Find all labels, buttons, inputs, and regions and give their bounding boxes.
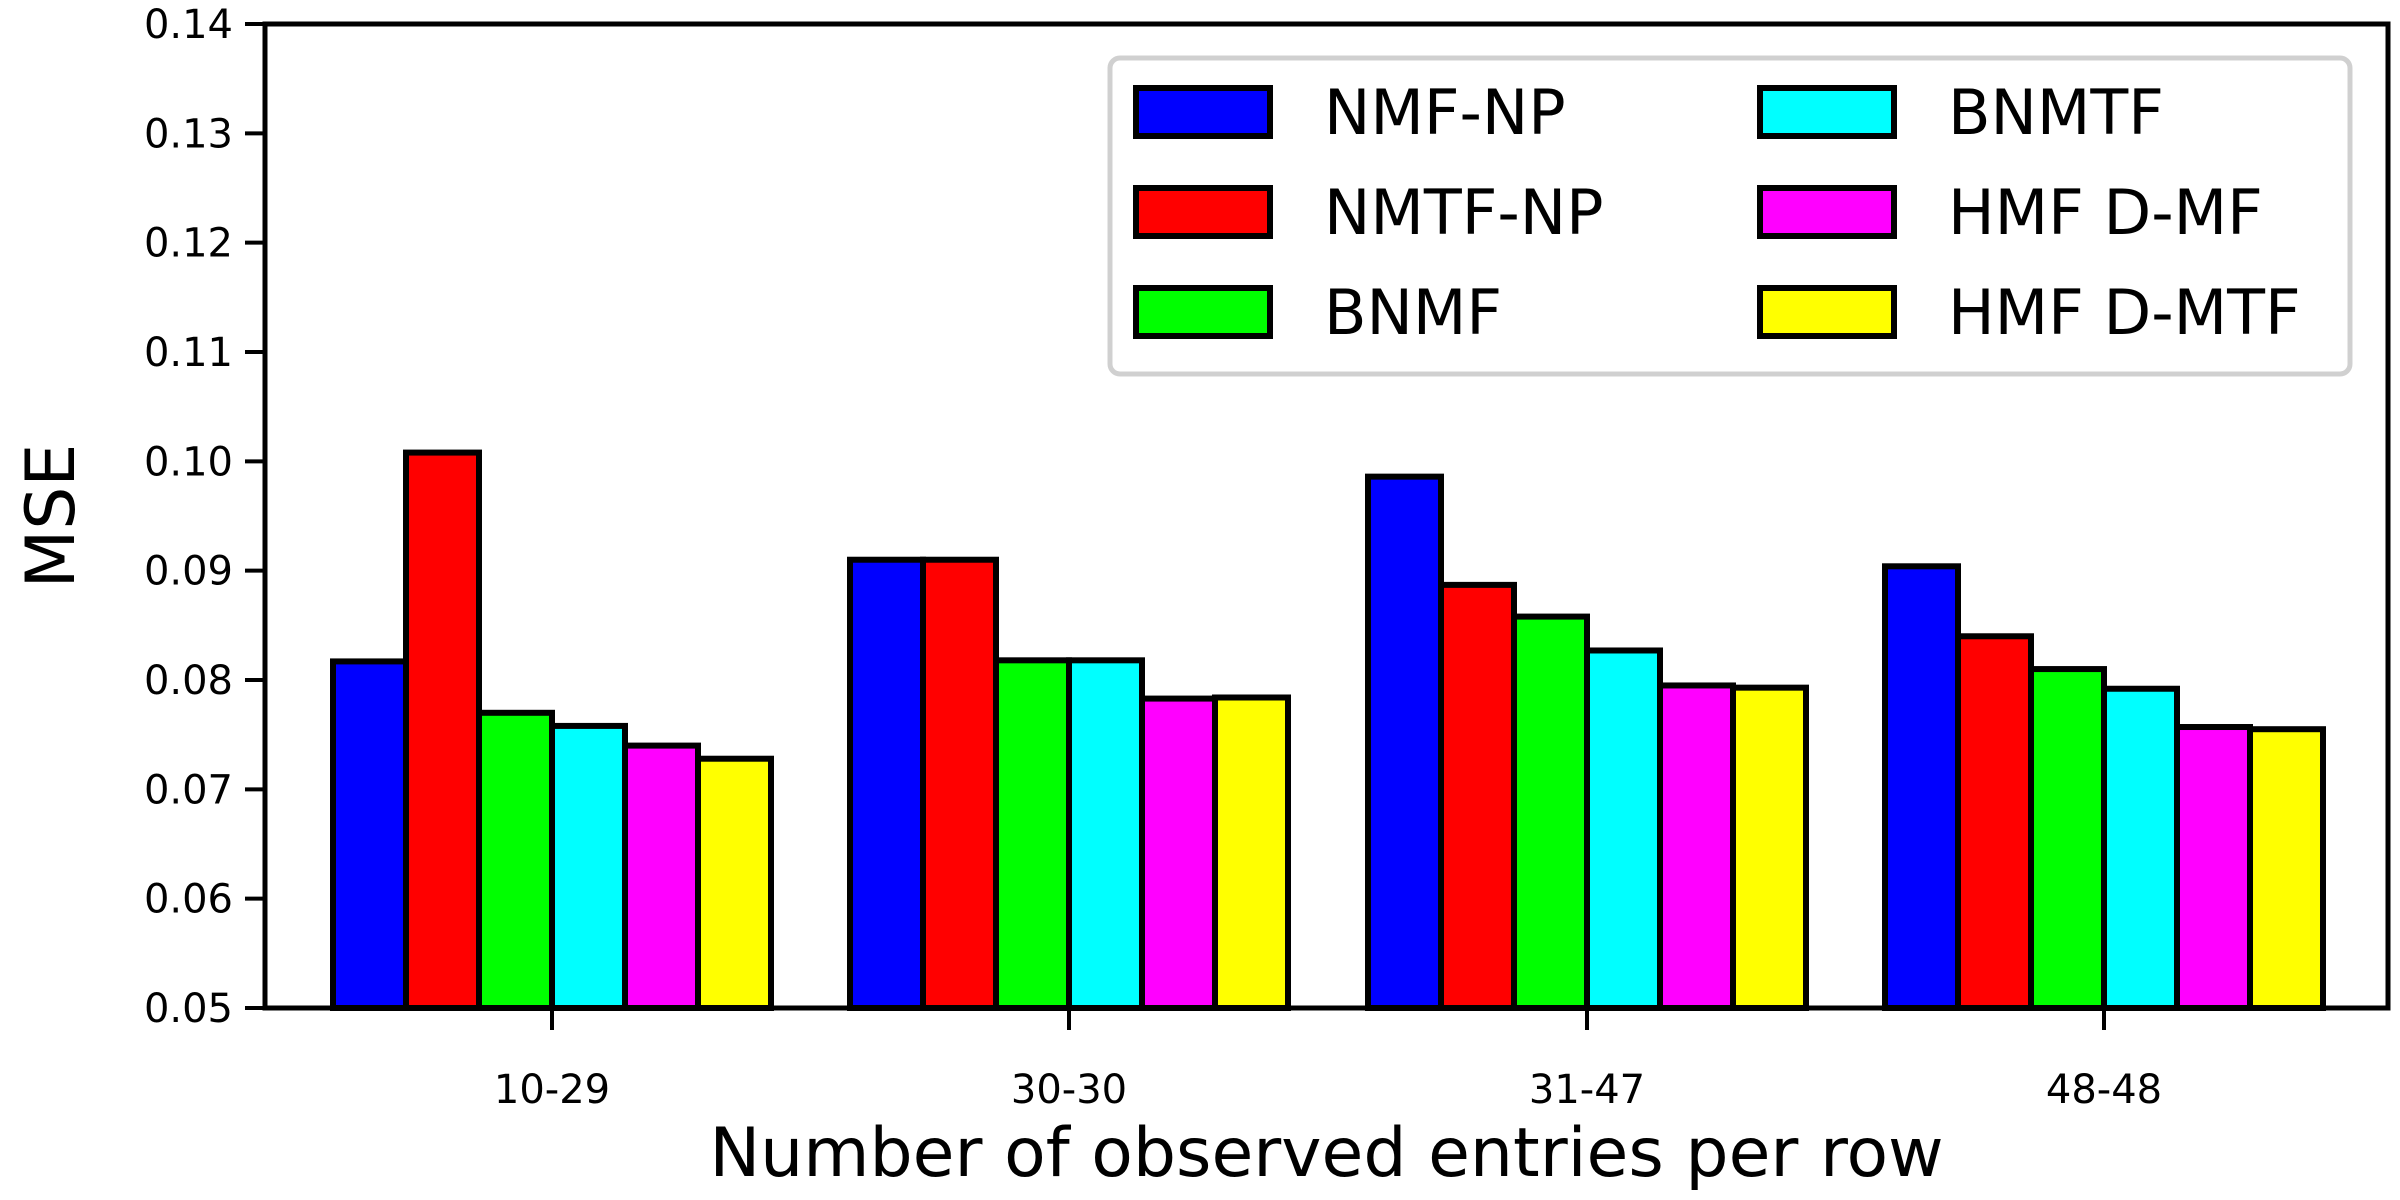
y-tick-label: 0.11 <box>144 330 233 376</box>
y-tick-label: 0.09 <box>144 549 233 595</box>
bar-bnmtf-48-48 <box>2101 685 2180 1011</box>
y-tick-label: 0.10 <box>144 439 233 485</box>
bar-hmf-d-mf-31-47 <box>1657 682 1736 1011</box>
x-tick-label: 31-47 <box>1529 1067 1645 1113</box>
legend-swatch-bnmtf <box>1757 85 1897 139</box>
legend-label: NMF-NP <box>1324 76 1566 149</box>
legend-label: HMF D-MTF <box>1948 276 2301 349</box>
y-tick-label: 0.07 <box>144 767 233 813</box>
y-tick-label: 0.06 <box>144 877 233 923</box>
y-tick-label: 0.05 <box>144 986 233 1032</box>
y-tick-label: 0.12 <box>144 221 233 267</box>
bar-hmf-d-mtf-31-47 <box>1730 684 1809 1011</box>
legend-swatch-nmtf-np <box>1133 185 1273 239</box>
y-axis-title: MSE <box>12 444 91 589</box>
x-tick-label: 48-48 <box>2046 1067 2162 1113</box>
x-axis-title: Number of observed entries per row <box>709 1114 1943 1193</box>
y-tick-label: 0.08 <box>144 658 233 704</box>
legend-swatch-hmf-d-mf <box>1757 185 1897 239</box>
bar-hmf-d-mf-48-48 <box>2174 724 2253 1011</box>
bar-bnmtf-10-29 <box>549 722 628 1011</box>
bar-hmf-d-mtf-48-48 <box>2247 726 2326 1011</box>
bar-nmtf-np-10-29 <box>403 449 482 1011</box>
bar-bnmf-31-47 <box>1511 613 1590 1011</box>
legend-label: HMF D-MF <box>1948 176 2263 249</box>
legend-label: NMTF-NP <box>1324 176 1604 249</box>
bar-hmf-d-mtf-10-29 <box>695 755 774 1011</box>
bar-bnmf-48-48 <box>2028 666 2107 1011</box>
legend: NMF-NP NMTF-NP BNMF BNMTF HMF D-MF HMF D-MTF <box>1107 55 2353 377</box>
bar-nmf-np-31-47 <box>1365 473 1444 1011</box>
bar-bnmf-30-30 <box>993 657 1072 1011</box>
bar-hmf-d-mf-10-29 <box>622 742 701 1011</box>
bar-bnmtf-31-47 <box>1584 647 1663 1011</box>
legend-swatch-nmf-np <box>1133 85 1273 139</box>
legend-swatch-bnmf <box>1133 285 1273 339</box>
bar-nmtf-np-30-30 <box>920 556 999 1011</box>
bar-nmtf-np-48-48 <box>1955 633 2034 1011</box>
bar-bnmf-10-29 <box>476 709 555 1011</box>
bar-nmtf-np-31-47 <box>1438 581 1517 1011</box>
x-axis: 10-29 30-30 31-47 48-48 <box>494 1008 2162 1113</box>
plot-frame <box>262 21 2391 1011</box>
legend-swatch-hmf-d-mtf <box>1757 285 1897 339</box>
y-tick-label: 0.14 <box>144 2 233 48</box>
bar-hmf-d-mf-30-30 <box>1139 695 1218 1011</box>
x-tick-label: 10-29 <box>494 1067 610 1113</box>
legend-box <box>1107 55 2353 377</box>
bar-nmf-np-48-48 <box>1882 563 1961 1011</box>
y-axis: 0.05 0.06 0.07 0.08 0.09 0.10 0.11 0.12 0.13 0.14 <box>144 2 265 1032</box>
x-tick-label: 30-30 <box>1011 1067 1127 1113</box>
legend-label: BNMTF <box>1948 76 2164 149</box>
bar-hmf-d-mtf-30-30 <box>1212 694 1291 1011</box>
bar-bnmtf-30-30 <box>1066 657 1145 1011</box>
bar-nmf-np-30-30 <box>847 556 926 1011</box>
bar-nmf-np-10-29 <box>330 658 409 1011</box>
bars-layer <box>330 449 2326 1011</box>
legend-label: BNMF <box>1324 276 1502 349</box>
y-tick-label: 0.13 <box>144 111 233 157</box>
